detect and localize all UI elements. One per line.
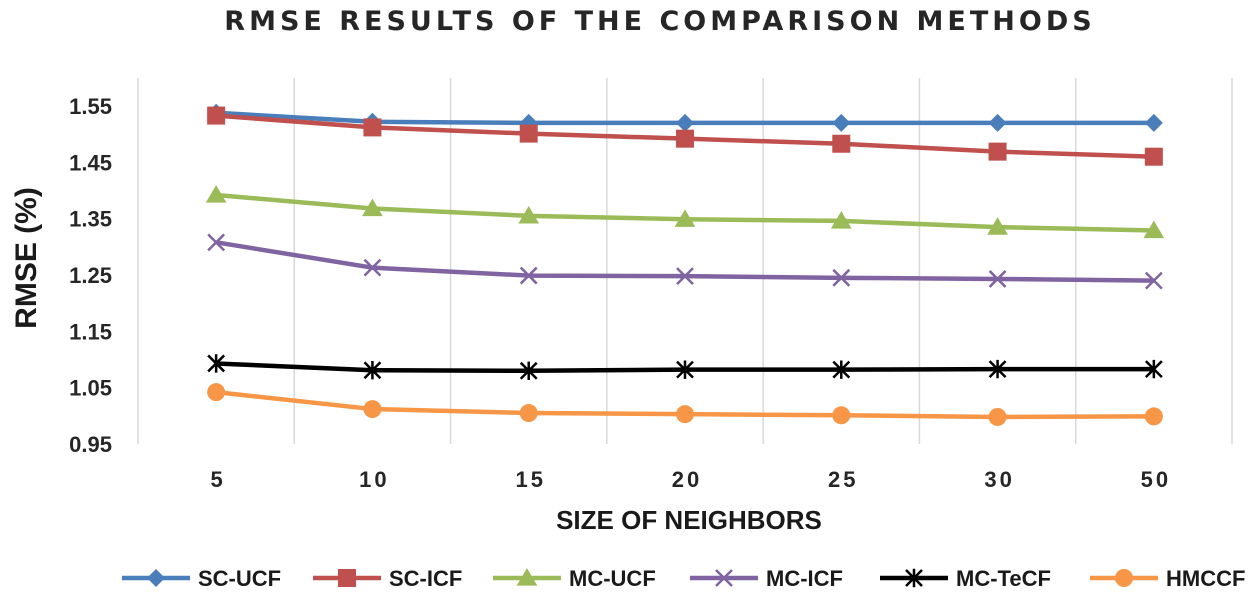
data-point — [516, 568, 538, 586]
data-point — [830, 211, 852, 229]
data-point — [988, 407, 1007, 426]
data-point — [519, 266, 538, 285]
series-group — [205, 103, 1165, 426]
data-point — [832, 113, 851, 132]
legend: SC-UCF SC-ICF MC-UCF MC-ICF MC-TeCF HMCCF — [122, 566, 1245, 591]
y-tick-label: 1.05 — [69, 376, 112, 401]
x-tick-label: 30 — [984, 467, 1014, 492]
data-point — [676, 267, 694, 286]
data-point — [1144, 113, 1163, 132]
y-axis-ticks: 0.95 1.05 1.15 1.25 1.35 1.45 1.55 — [69, 94, 112, 457]
y-tick-label: 1.55 — [69, 94, 112, 119]
data-point — [147, 569, 165, 587]
legend-label: HMCCF — [1166, 566, 1245, 591]
data-point — [832, 268, 851, 287]
data-point — [1143, 220, 1165, 239]
data-point — [363, 258, 382, 277]
data-point — [676, 113, 694, 132]
series-mc-tecf — [207, 354, 1163, 380]
data-point — [205, 185, 227, 203]
data-point — [519, 361, 538, 380]
series-hmccf — [207, 383, 1163, 426]
x-tick-label: 5 — [211, 467, 226, 492]
data-point — [207, 233, 226, 252]
legend-item-sc-ucf: SC-UCF — [122, 566, 281, 591]
data-point — [363, 361, 382, 380]
data-point — [676, 360, 694, 379]
data-point — [207, 354, 226, 373]
data-point — [519, 124, 538, 143]
x-tick-label: 15 — [515, 467, 545, 492]
data-point — [987, 217, 1008, 235]
series-mc-icf — [207, 233, 1163, 290]
x-tick-label: 25 — [828, 467, 858, 492]
series-mc-ucf — [205, 185, 1165, 239]
y-axis-label: RMSE (%) — [10, 187, 43, 329]
legend-item-mc-icf: MC-ICF — [690, 566, 843, 591]
data-point — [1115, 569, 1133, 587]
y-tick-label: 1.35 — [69, 207, 112, 232]
x-tick-label: 20 — [672, 467, 702, 492]
data-point — [363, 118, 382, 137]
data-point — [832, 406, 851, 425]
data-point — [362, 198, 383, 217]
data-point — [1144, 359, 1163, 379]
x-axis-label: SIZE OF NEIGHBORS — [556, 505, 822, 535]
data-point — [207, 106, 226, 125]
legend-label: MC-ICF — [766, 566, 843, 591]
legend-label: SC-ICF — [389, 566, 462, 591]
legend-label: MC-TeCF — [956, 566, 1051, 591]
data-point — [676, 405, 694, 424]
y-tick-label: 0.95 — [69, 432, 112, 457]
chart-title: RMSE RESULTS OF THE COMPARISON METHODS — [224, 6, 1095, 37]
data-point — [988, 142, 1007, 161]
data-point — [207, 383, 226, 402]
data-point — [674, 209, 696, 227]
data-point — [988, 113, 1007, 132]
data-point — [519, 404, 538, 423]
legend-item-mc-tecf: MC-TeCF — [880, 566, 1051, 591]
data-point — [988, 270, 1007, 288]
y-tick-label: 1.45 — [69, 150, 112, 175]
x-axis-ticks: 5 10 15 20 25 30 50 — [211, 467, 1171, 492]
data-point — [988, 359, 1007, 379]
data-point — [363, 400, 382, 419]
data-point — [1144, 271, 1163, 290]
data-point — [832, 134, 851, 153]
x-tick-label: 10 — [359, 467, 389, 492]
data-point — [518, 205, 540, 224]
legend-item-hmccf: HMCCF — [1090, 566, 1245, 591]
data-point — [676, 129, 694, 148]
data-point — [905, 568, 923, 588]
legend-item-sc-icf: SC-ICF — [313, 566, 462, 591]
series-sc-icf — [207, 106, 1163, 166]
data-point — [338, 569, 356, 587]
y-tick-label: 1.25 — [69, 263, 112, 288]
legend-item-mc-ucf: MC-UCF — [493, 566, 656, 591]
legend-label: MC-UCF — [569, 566, 656, 591]
data-point — [832, 360, 851, 379]
data-point — [1144, 407, 1163, 426]
y-tick-label: 1.15 — [69, 319, 112, 344]
x-tick-label: 50 — [1141, 467, 1171, 492]
data-point — [1144, 147, 1163, 166]
data-point — [715, 569, 733, 587]
legend-label: SC-UCF — [198, 566, 281, 591]
